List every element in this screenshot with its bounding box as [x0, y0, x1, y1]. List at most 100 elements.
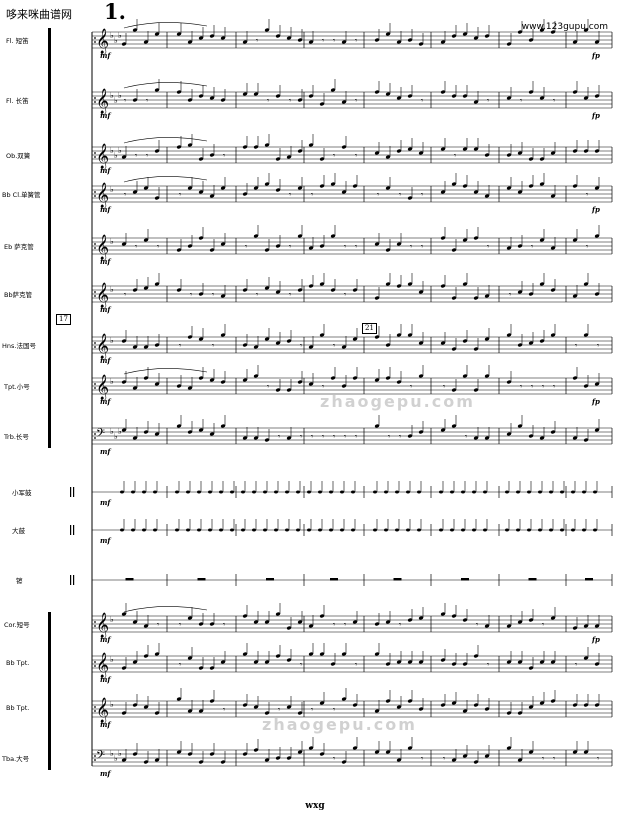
notehead: [297, 288, 303, 292]
notehead: [253, 92, 259, 96]
notehead: [560, 528, 564, 532]
notehead: [407, 699, 413, 703]
notehead: [120, 490, 124, 494]
notehead: [560, 490, 564, 494]
notehead: [319, 244, 325, 248]
notehead: [473, 100, 479, 104]
notehead: [264, 758, 270, 762]
notehead: [594, 234, 600, 238]
instrument-label: Hns.法国号: [2, 342, 36, 350]
notehead: [154, 282, 160, 286]
dynamic-mf: mf: [100, 635, 111, 644]
notehead: [396, 149, 402, 153]
notehead: [440, 40, 446, 44]
notehead: [253, 374, 259, 378]
notehead: [550, 699, 556, 703]
notehead: [440, 236, 446, 240]
notehead: [154, 343, 160, 347]
notehead: [462, 339, 468, 343]
notehead: [197, 528, 201, 532]
rest: 𝄾: [575, 660, 577, 669]
notehead: [473, 436, 479, 440]
notehead: [121, 242, 127, 246]
rest: 𝄾: [289, 242, 291, 251]
key-signature-flat: ♭: [110, 700, 114, 709]
notehead: [473, 654, 479, 658]
notehead: [407, 746, 413, 750]
notehead: [374, 652, 380, 656]
notehead: [132, 345, 138, 349]
notehead: [275, 654, 281, 658]
rest: 𝄾: [487, 242, 489, 251]
dynamic-fp: fp: [592, 397, 600, 406]
notehead: [275, 612, 281, 616]
notehead: [153, 528, 157, 532]
notehead: [395, 490, 399, 494]
notehead: [307, 528, 311, 532]
notehead: [418, 42, 424, 46]
bass-clef: 𝄢: [96, 427, 105, 443]
notehead: [275, 388, 281, 392]
key-signature-flat: ♭: [114, 96, 118, 105]
notehead: [220, 242, 226, 246]
notehead: [550, 616, 556, 620]
rest: 𝄾: [124, 96, 126, 105]
rest: 𝄾: [322, 382, 324, 391]
rest: 𝄾: [289, 190, 291, 199]
notehead: [417, 528, 421, 532]
notehead: [407, 196, 413, 200]
dynamic-mf: mf: [100, 720, 111, 729]
notehead: [352, 376, 358, 380]
treble-clef: 𝄞: [96, 652, 109, 678]
notehead: [418, 341, 424, 345]
notehead: [341, 345, 347, 349]
notehead: [308, 382, 314, 386]
notehead: [385, 376, 391, 380]
notehead: [121, 42, 127, 46]
notehead: [539, 339, 545, 343]
notehead: [341, 100, 347, 104]
notehead: [297, 750, 303, 754]
slur: [123, 137, 208, 144]
dynamic-mf: mf: [100, 356, 111, 365]
rest: 𝄾: [487, 96, 489, 105]
notehead: [209, 666, 215, 670]
notehead: [528, 618, 534, 622]
slur: [123, 176, 208, 183]
notehead: [132, 703, 138, 707]
notehead: [373, 528, 377, 532]
notehead: [406, 490, 410, 494]
percussion-clef: [73, 575, 75, 585]
notehead: [198, 709, 204, 713]
notehead: [407, 38, 413, 42]
notehead: [187, 616, 193, 620]
notehead: [154, 432, 160, 436]
rest: 𝄾: [531, 242, 533, 251]
notehead: [572, 149, 578, 153]
notehead: [198, 760, 204, 764]
notehead: [319, 282, 325, 286]
notehead: [550, 288, 556, 292]
notehead: [351, 528, 355, 532]
notehead: [142, 528, 146, 532]
notehead: [582, 490, 586, 494]
notehead: [539, 701, 545, 705]
rest: 𝄾: [399, 620, 401, 629]
notehead: [253, 234, 259, 238]
rest: 𝄾: [344, 432, 346, 441]
whole-rest: [585, 578, 593, 581]
slur: [123, 368, 208, 375]
notehead: [538, 490, 542, 494]
notehead: [385, 620, 391, 624]
key-signature-flat: ♭: [118, 427, 122, 436]
notehead: [440, 147, 446, 151]
system-bracket: [48, 28, 51, 448]
notehead: [275, 244, 281, 248]
repeat-dot: [94, 665, 96, 667]
notehead: [374, 622, 380, 626]
notehead: [385, 186, 391, 190]
notehead: [418, 616, 424, 620]
notehead: [209, 699, 215, 703]
notehead: [176, 32, 182, 36]
notehead: [132, 190, 138, 194]
